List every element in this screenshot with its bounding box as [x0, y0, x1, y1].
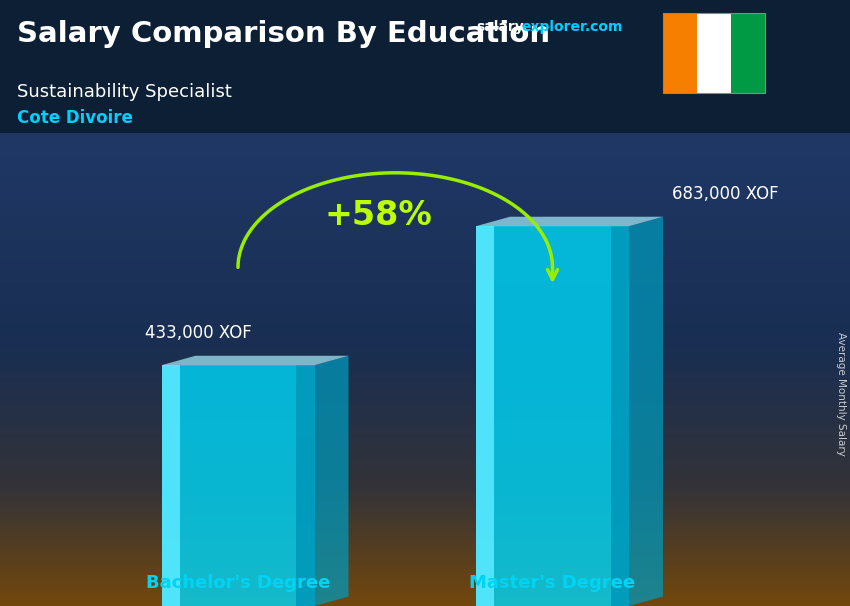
- Text: salary: salary: [476, 20, 524, 34]
- Text: Cote Divoire: Cote Divoire: [17, 108, 133, 127]
- Polygon shape: [476, 217, 663, 226]
- Text: 433,000 XOF: 433,000 XOF: [144, 324, 252, 342]
- Polygon shape: [296, 365, 314, 606]
- Polygon shape: [476, 226, 629, 606]
- Polygon shape: [629, 217, 663, 606]
- Text: explorer.com: explorer.com: [521, 20, 622, 34]
- Polygon shape: [162, 365, 180, 606]
- Polygon shape: [610, 226, 629, 606]
- Polygon shape: [162, 356, 348, 365]
- Bar: [731, 13, 765, 93]
- Polygon shape: [314, 356, 348, 606]
- Bar: [663, 13, 697, 93]
- Bar: [663, 13, 765, 93]
- Text: Bachelor's Degree: Bachelor's Degree: [146, 574, 330, 592]
- Text: 683,000 XOF: 683,000 XOF: [672, 185, 778, 202]
- Text: +58%: +58%: [325, 199, 432, 232]
- Text: Salary Comparison By Education: Salary Comparison By Education: [17, 20, 550, 48]
- Text: Average Monthly Salary: Average Monthly Salary: [836, 332, 846, 456]
- Text: Master's Degree: Master's Degree: [469, 574, 636, 592]
- Polygon shape: [162, 365, 314, 606]
- Bar: [697, 13, 731, 93]
- Text: Sustainability Specialist: Sustainability Specialist: [17, 82, 232, 101]
- Polygon shape: [476, 226, 495, 606]
